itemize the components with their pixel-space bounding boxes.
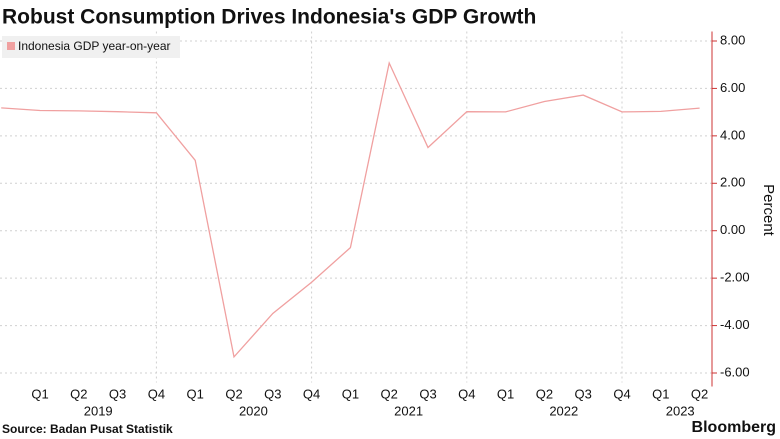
y-tick-label: -4.00: [720, 317, 750, 332]
x-tick-label: Q1: [652, 386, 669, 401]
year-label: 2019: [84, 403, 113, 418]
y-tick-label: 2.00: [720, 175, 745, 190]
x-tick-label: Q2: [691, 386, 708, 401]
legend-swatch: [7, 42, 15, 50]
x-tick-label: Q3: [419, 386, 436, 401]
line: [1, 60, 700, 359]
legend-label: Indonesia GDP year-on-year: [18, 39, 171, 53]
x-tick-label: Q2: [225, 386, 242, 401]
x-tick-label: Q1: [497, 386, 514, 401]
year-label: 2021: [394, 403, 423, 418]
x-tick-label: Q1: [342, 386, 359, 401]
x-tick-label: Q4: [613, 386, 630, 401]
y-tick-label: 4.00: [720, 127, 745, 142]
x-tick-label: Q3: [264, 386, 281, 401]
source: Source: Badan Pusat Statistik: [2, 422, 173, 436]
year-label: 2020: [239, 403, 268, 418]
y-axis-label: Percent: [760, 184, 777, 237]
x-tick-label: Q1: [31, 386, 48, 401]
y-tick-label: 0.00: [720, 222, 745, 237]
y-tick-label: -6.00: [720, 364, 750, 379]
y-tick-label: -2.00: [720, 270, 750, 285]
y-tick-label: 8.00: [720, 32, 745, 47]
year-label: 2023: [666, 403, 695, 418]
x-tick-label: Q1: [187, 386, 204, 401]
legend-box: [2, 36, 180, 58]
x-tick-label: Q2: [536, 386, 553, 401]
year-label: 2022: [549, 403, 578, 418]
x-tick-label: Q4: [148, 386, 165, 401]
x-tick-label: Q4: [303, 386, 320, 401]
x-tick-label: Q2: [70, 386, 87, 401]
x-tick-label: Q3: [109, 386, 126, 401]
chart-title: Robust Consumption Drives Indonesia's GD…: [2, 6, 536, 29]
x-tick-label: Q2: [381, 386, 398, 401]
brand: Bloomberg: [692, 419, 776, 436]
y-tick-label: 6.00: [720, 80, 745, 95]
x-tick-label: Q3: [575, 386, 592, 401]
x-tick-label: Q4: [458, 386, 475, 401]
